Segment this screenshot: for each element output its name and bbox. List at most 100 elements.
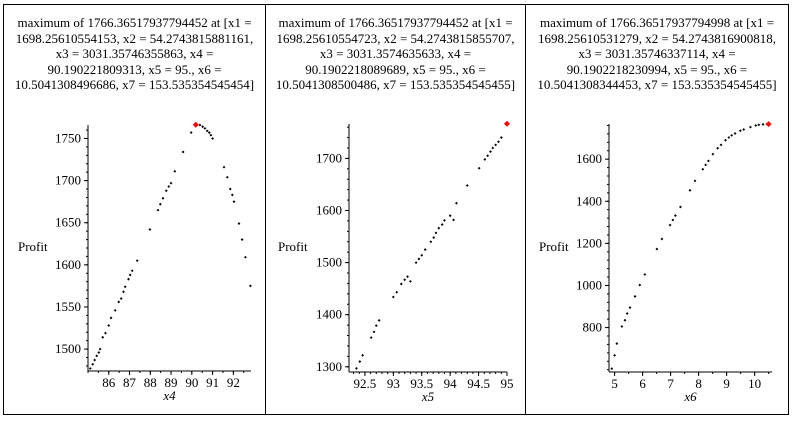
data-point	[443, 218, 446, 222]
data-point	[497, 140, 500, 144]
data-point	[414, 261, 418, 264]
x-tick-label: 94	[444, 376, 458, 391]
data-point	[161, 196, 165, 200]
data-point	[742, 128, 746, 131]
y-tick-label: 1400	[316, 307, 342, 322]
x-tick-label: 88	[144, 375, 157, 390]
data-point	[203, 126, 207, 130]
data-point	[123, 285, 127, 289]
data-point	[189, 131, 193, 134]
data-point	[109, 316, 113, 320]
y-tick-label: 1700	[316, 150, 342, 165]
y-tick-label: 1000	[576, 277, 602, 292]
y-tick-label: 800	[583, 320, 603, 335]
plot-title: maximum of 1766.36517937794998 at [x1 = …	[537, 15, 777, 93]
y-tick-label: 1300	[316, 359, 342, 374]
data-point	[98, 347, 102, 351]
data-point	[97, 351, 101, 354]
data-point	[198, 123, 202, 127]
data-point	[148, 228, 152, 231]
data-point	[701, 167, 705, 171]
data-point	[738, 129, 742, 133]
y-tick-label: 1600	[316, 202, 342, 217]
data-point	[127, 277, 130, 281]
data-point	[209, 133, 213, 137]
data-point	[688, 188, 692, 192]
data-point	[434, 231, 438, 235]
data-point	[399, 282, 403, 286]
data-point	[420, 253, 424, 257]
data-point	[232, 200, 236, 204]
data-point	[113, 308, 117, 312]
data-point	[673, 214, 677, 217]
data-point	[228, 187, 232, 191]
data-point	[628, 306, 632, 309]
data-point	[761, 123, 765, 126]
data-point	[225, 175, 229, 179]
data-point	[240, 238, 244, 241]
data-point	[201, 125, 205, 129]
data-point	[749, 125, 752, 129]
data-point	[417, 257, 421, 261]
data-point	[117, 300, 121, 304]
x-tick-label: 8	[695, 376, 702, 391]
data-point	[483, 158, 487, 161]
data-point	[130, 269, 134, 273]
data-point	[369, 336, 373, 340]
y-axis-label: Profit	[18, 239, 48, 254]
x-tick-label: 90	[185, 375, 198, 390]
data-point	[707, 159, 710, 163]
data-point	[361, 353, 365, 357]
data-point	[95, 354, 99, 358]
data-point	[230, 193, 234, 197]
data-point	[135, 259, 139, 263]
data-point	[377, 319, 381, 322]
data-point	[668, 223, 672, 227]
data-point	[222, 165, 226, 169]
x-tick-label: 7	[667, 376, 674, 391]
maximum-point	[504, 120, 510, 127]
y-axis-label: Profit	[539, 239, 569, 254]
data-point	[704, 163, 708, 167]
data-point	[207, 131, 211, 134]
x-tick-label: 93	[387, 376, 400, 391]
data-point	[625, 312, 629, 315]
y-tick-label: 1400	[576, 193, 602, 208]
data-point	[610, 367, 614, 371]
data-point	[406, 275, 409, 279]
data-point	[354, 366, 358, 370]
data-point	[693, 179, 697, 183]
data-point	[754, 124, 758, 127]
data-point	[499, 136, 503, 139]
data-point	[429, 240, 433, 244]
plot-title: maximum of 1766.36517937794452 at [x1 = …	[14, 15, 255, 93]
data-point	[477, 166, 481, 170]
data-point	[169, 181, 173, 185]
y-tick-label: 1600	[55, 257, 81, 272]
data-point	[408, 279, 412, 283]
data-point	[615, 342, 619, 345]
data-point	[181, 150, 185, 154]
data-point	[211, 137, 214, 140]
data-point	[432, 236, 436, 239]
data-point	[423, 248, 427, 251]
data-point	[243, 255, 247, 259]
data-point	[372, 330, 376, 334]
x-axis-label: x6	[683, 389, 697, 404]
data-point	[643, 273, 647, 276]
data-point	[730, 133, 734, 137]
y-tick-label: 1500	[55, 341, 81, 356]
y-axis-label: Profit	[278, 239, 308, 254]
data-point	[358, 360, 362, 363]
data-point	[119, 297, 123, 300]
data-point	[719, 143, 723, 147]
data-point	[205, 129, 209, 133]
y-tick-label: 1600	[576, 151, 602, 166]
data-point	[638, 283, 642, 287]
maximum-point	[765, 121, 772, 128]
data-point	[489, 150, 492, 154]
data-point	[156, 208, 160, 212]
data-point	[248, 284, 252, 288]
data-point	[403, 278, 407, 282]
